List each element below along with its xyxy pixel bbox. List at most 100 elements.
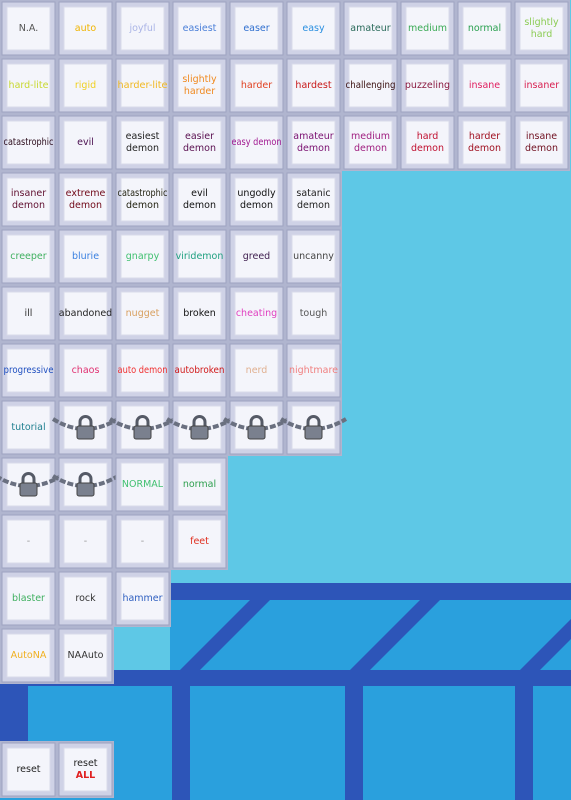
tile[interactable]: reset (1, 742, 56, 797)
tile[interactable]: broken (172, 286, 227, 341)
tile[interactable] (279, 400, 348, 455)
tile[interactable]: NORMAL (115, 457, 170, 512)
tile-label: nugget (126, 308, 160, 319)
tile[interactable]: auto (58, 1, 113, 56)
tile[interactable]: insaner (514, 58, 569, 113)
tile[interactable]: N.A. (1, 1, 56, 56)
tile-label: hammer (122, 593, 162, 604)
tile[interactable]: - (1, 514, 56, 569)
tile[interactable]: creeper (1, 229, 56, 284)
tile[interactable]: - (58, 514, 113, 569)
tile[interactable] (165, 400, 234, 455)
tile[interactable]: uncanny (286, 229, 341, 284)
tile[interactable]: easer (229, 1, 284, 56)
tile[interactable]: puzzeling (400, 58, 455, 113)
tile[interactable]: chaos (58, 343, 113, 398)
tile[interactable]: ill (1, 286, 56, 341)
tile[interactable]: rigid (58, 58, 113, 113)
tile[interactable]: abandoned (58, 286, 113, 341)
tile[interactable]: normal (172, 457, 227, 512)
brace (180, 600, 270, 670)
tile-label: creeper (10, 251, 46, 262)
tile-face (6, 405, 51, 450)
tile-face (462, 6, 507, 51)
tile[interactable]: harder (229, 58, 284, 113)
tile[interactable]: blurie (58, 229, 113, 284)
tile-label: chaos (72, 365, 100, 376)
tile[interactable]: medium (400, 1, 455, 56)
tile-label: - (84, 536, 87, 547)
tile[interactable]: challenging (343, 58, 398, 113)
tile[interactable]: normal (457, 1, 512, 56)
tile-label: insane (526, 131, 557, 142)
tile-label: autobroken (175, 365, 225, 376)
tile[interactable]: viridemon (172, 229, 227, 284)
tile[interactable]: AutoNA (1, 628, 56, 683)
shackle (78, 472, 93, 484)
tile-label: catastrophic (4, 137, 54, 148)
tile[interactable]: feet (172, 514, 227, 569)
tile-label: nerd (246, 365, 268, 376)
tile-label: abandoned (59, 308, 112, 319)
tile[interactable]: evil (58, 115, 113, 170)
tile-label: ALL (76, 770, 95, 781)
tile-label: harder (469, 131, 500, 142)
tile[interactable]: nightmare (286, 343, 341, 398)
tile[interactable]: greed (229, 229, 284, 284)
tile[interactable]: easy demon (229, 115, 284, 170)
tile[interactable]: catastrophic (1, 115, 56, 170)
tile[interactable]: joyful (115, 1, 170, 56)
tile[interactable]: insane (457, 58, 512, 113)
tile-face (6, 519, 51, 564)
tile[interactable]: tutorial (1, 400, 56, 455)
tile[interactable]: nerd (229, 343, 284, 398)
tile[interactable]: easy (286, 1, 341, 56)
lock-body (76, 482, 95, 497)
tile[interactable] (51, 457, 120, 512)
tile-face (291, 177, 336, 222)
tile-face (405, 120, 450, 165)
tile[interactable]: gnarpy (115, 229, 170, 284)
tile[interactable]: amateur (343, 1, 398, 56)
tile-face (177, 63, 222, 108)
tile[interactable]: auto demon (115, 343, 170, 398)
tile-label: blurie (72, 251, 99, 262)
tile[interactable] (0, 457, 63, 512)
tile[interactable]: harder-lite (115, 58, 170, 113)
tile[interactable]: easiest (172, 1, 227, 56)
tile[interactable]: rock (58, 571, 113, 626)
tile[interactable]: hard-lite (1, 58, 56, 113)
tile[interactable] (222, 400, 291, 455)
tile[interactable]: blaster (1, 571, 56, 626)
tile[interactable]: hardest (286, 58, 341, 113)
tile[interactable]: hammer (115, 571, 170, 626)
tile[interactable]: progressive (1, 343, 56, 398)
tile-label: insaner (524, 80, 559, 91)
tile-label: tutorial (11, 422, 45, 433)
tile[interactable]: cheating (229, 286, 284, 341)
row-panel (0, 285, 342, 342)
tile[interactable] (108, 400, 177, 455)
tile[interactable] (51, 400, 120, 455)
tile[interactable]: autobroken (172, 343, 227, 398)
tile[interactable]: - (115, 514, 170, 569)
tile[interactable]: NAAuto (58, 628, 113, 683)
tile[interactable]: tough (286, 286, 341, 341)
tile[interactable]: nugget (115, 286, 170, 341)
